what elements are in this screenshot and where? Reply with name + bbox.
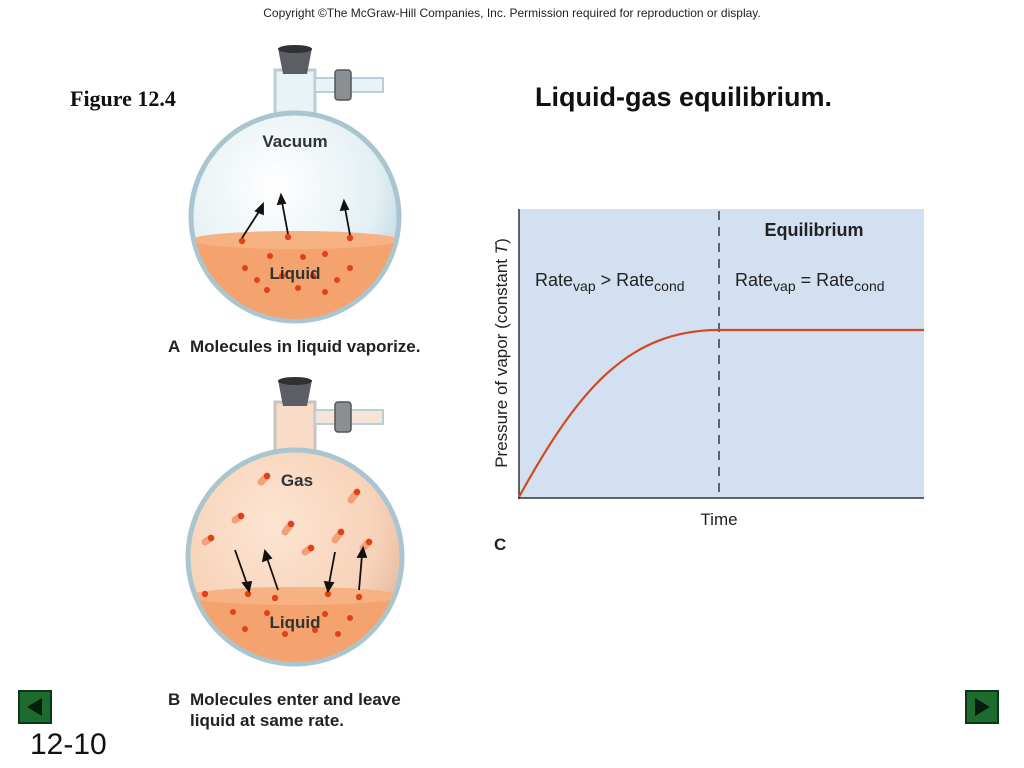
gt-sign: > bbox=[601, 270, 612, 290]
caption-b: B Molecules enter and leave liquid at sam… bbox=[168, 689, 401, 731]
vapor-pressure-graph: Equilibrium Ratevap > Ratecond Ratevap = Rat… bbox=[492, 209, 924, 554]
rate-cond-word-eq: Rate bbox=[816, 270, 854, 290]
gas-label: Gas bbox=[281, 471, 313, 490]
caption-a-text: Molecules in liquid vaporize. bbox=[190, 337, 421, 356]
previous-slide-button[interactable] bbox=[18, 690, 52, 724]
flask-a-stopper bbox=[278, 48, 312, 74]
rate-equality-label: Ratevap = Ratecond bbox=[735, 270, 885, 294]
rate-cond-sub: cond bbox=[654, 278, 684, 294]
flask-b-liquid-molecules bbox=[201, 590, 363, 637]
y-label-suffix: ) bbox=[492, 238, 511, 244]
flask-b-liquid bbox=[190, 594, 400, 662]
caption-b-line2: liquid at same rate. bbox=[190, 711, 344, 730]
y-label-var: T bbox=[492, 242, 511, 254]
graph-x-label: Time bbox=[700, 510, 737, 529]
triangle-left-icon bbox=[27, 698, 42, 716]
flask-a-stopper-top bbox=[278, 45, 312, 53]
rate-vap-sub: vap bbox=[573, 278, 596, 294]
caption-a-letter: A bbox=[168, 337, 181, 356]
triangle-right-icon bbox=[975, 698, 990, 716]
flask-a-valve bbox=[334, 69, 352, 101]
rate-vap-word: Rate bbox=[535, 270, 573, 290]
rate-inequality-label: Ratevap > Ratecond bbox=[535, 270, 685, 294]
vapor-pressure-curve bbox=[518, 328, 924, 498]
graph-plot-area bbox=[519, 209, 924, 498]
flask-a-liquid bbox=[193, 238, 397, 319]
flask-b-neck bbox=[273, 400, 317, 456]
flask-a-liquid-label: Liquid bbox=[270, 264, 321, 283]
flask-a-liquid-surface bbox=[193, 231, 397, 249]
rate-cond-word: Rate bbox=[616, 270, 654, 290]
equilibrium-label: Equilibrium bbox=[765, 220, 864, 240]
panel-c-letter: C bbox=[494, 535, 506, 554]
flask-b-liquid-surface bbox=[190, 587, 400, 605]
slide-number: 12-10 bbox=[30, 728, 107, 761]
flask-b-gas-molecule-dots bbox=[207, 472, 373, 552]
rate-vap-word-eq: Rate bbox=[735, 270, 773, 290]
flask-b-illustration: Gas Liquid bbox=[185, 377, 405, 667]
flask-a-arrows bbox=[241, 192, 351, 239]
graph-y-label: Pressure of vapor (constant T) bbox=[492, 238, 511, 468]
y-label-prefix: Pressure of vapor (constant bbox=[492, 254, 511, 468]
caption-b-letter: B bbox=[168, 690, 181, 709]
copyright-notice: Copyright ©The McGraw-Hill Companies, In… bbox=[263, 6, 761, 20]
next-slide-button[interactable] bbox=[965, 690, 999, 724]
flask-b-liquid-label: Liquid bbox=[270, 613, 321, 632]
caption-b-line1: Molecules enter and leave bbox=[190, 690, 401, 709]
flask-b-stopper bbox=[278, 380, 312, 406]
flask-a-molecules bbox=[238, 233, 354, 295]
flask-b-stopper-top bbox=[278, 377, 312, 385]
figure-label: Figure 12.4 bbox=[70, 86, 176, 111]
slide-title: Liquid-gas equilibrium. bbox=[535, 82, 832, 112]
rate-vap-sub-eq: vap bbox=[773, 278, 796, 294]
caption-a: A Molecules in liquid vaporize. bbox=[168, 336, 421, 357]
flask-b-arrows bbox=[234, 545, 368, 594]
rate-cond-sub-eq: cond bbox=[854, 278, 884, 294]
vacuum-label: Vacuum bbox=[262, 132, 327, 151]
flask-a-illustration: Vacuum Liquid bbox=[188, 45, 402, 324]
eq-sign: = bbox=[801, 270, 812, 290]
flask-b-valve bbox=[334, 401, 352, 433]
